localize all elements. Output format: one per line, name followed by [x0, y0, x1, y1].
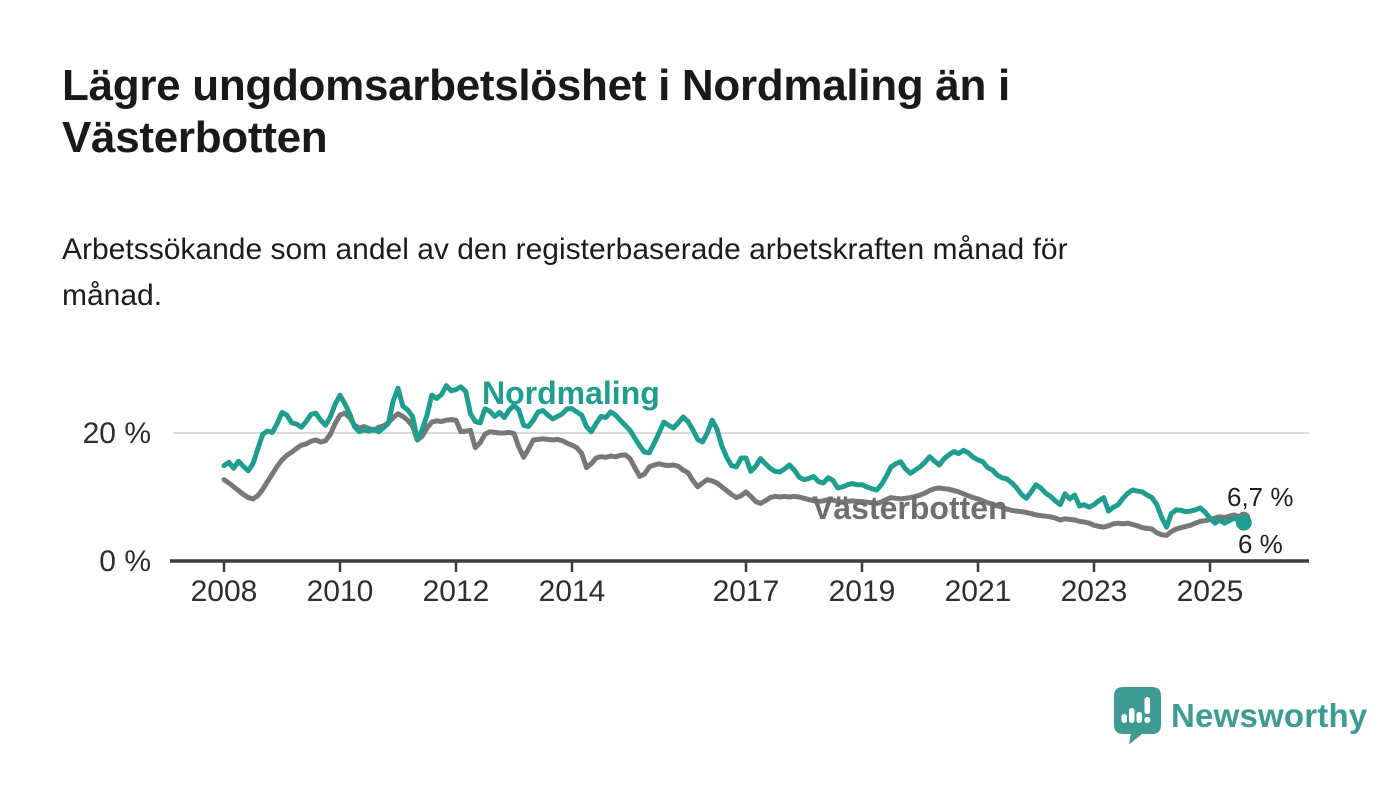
end-value-label-nordmaling: 6 % [1238, 529, 1283, 559]
newsworthy-logo-icon [1114, 687, 1161, 745]
chart-title: Lägre ungdomsarbetslöshet i Nordmaling ä… [62, 61, 1010, 162]
newsworthy-logo: Newsworthy [1113, 686, 1367, 746]
logo-bar-1 [1121, 714, 1127, 723]
logo-bar-3 [1136, 712, 1142, 723]
x-tick-label-2010: 2010 [307, 575, 374, 608]
x-tick-label-2012: 2012 [423, 575, 490, 608]
x-tick-label-2025: 2025 [1177, 575, 1244, 608]
x-tick-label-2014: 2014 [539, 575, 606, 608]
x-tick-label-2019: 2019 [829, 575, 896, 608]
y-axis-label-20: 20 % [83, 417, 151, 450]
chart-subtitle: Arbetssökande som andel av den registerb… [62, 233, 1068, 312]
newsworthy-logo-text: Newsworthy [1171, 697, 1368, 734]
y-axis-label-0: 0 % [99, 545, 151, 578]
logo-exclamation-dot [1144, 716, 1151, 724]
series-end-dot-nordmaling [1235, 514, 1252, 531]
logo-exclamation-stem [1144, 697, 1151, 714]
series-label-v-sterbotten: Västerbotten [812, 490, 1008, 526]
x-tick-label-2017: 2017 [713, 575, 780, 608]
series-line-nordmaling [221, 383, 1247, 530]
logo-bar-2 [1129, 708, 1135, 723]
series-line-v-sterbotten [221, 410, 1247, 538]
x-tick-label-2023: 2023 [1061, 575, 1128, 608]
series-label-nordmaling: Nordmaling [482, 375, 660, 411]
x-tick-label-2008: 2008 [191, 575, 258, 608]
end-value-label-v-sterbotten: 6,7 % [1227, 482, 1294, 512]
x-tick-label-2021: 2021 [945, 575, 1012, 608]
